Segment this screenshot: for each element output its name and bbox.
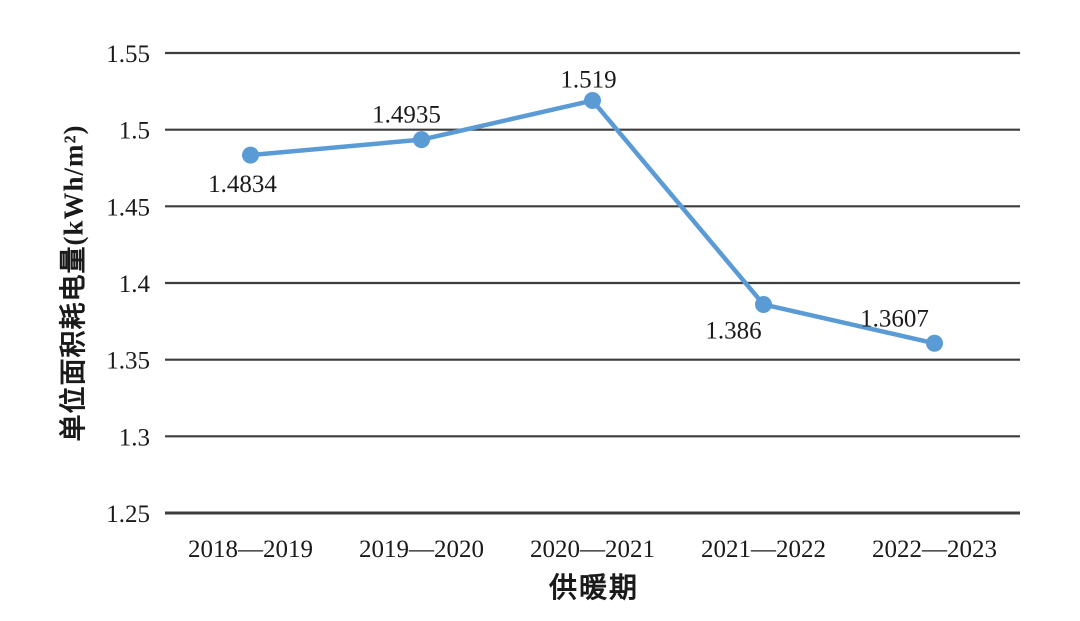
x-tick-label: 2018—2019 xyxy=(188,536,313,563)
data-point-label: 1.4935 xyxy=(372,102,441,129)
x-tick-label: 2022—2023 xyxy=(872,536,997,563)
data-point-marker xyxy=(926,334,943,352)
data-point-marker xyxy=(755,295,772,313)
data-point-label: 1.386 xyxy=(705,317,761,344)
data-point-marker xyxy=(413,131,430,149)
data-point-marker xyxy=(584,92,601,110)
data-point-label: 1.4834 xyxy=(208,171,277,198)
y-axis-title: 单位面积耗电量(kWh/m²) xyxy=(58,124,89,442)
y-tick-label: 1.45 xyxy=(106,194,150,221)
y-tick-label: 1.3 xyxy=(119,424,150,451)
y-tick-label: 1.55 xyxy=(106,41,150,68)
x-tick-label: 2020—2021 xyxy=(530,536,655,563)
y-tick-label: 1.5 xyxy=(119,118,150,145)
series-line xyxy=(248,98,937,346)
y-tick-label: 1.4 xyxy=(119,271,151,298)
data-point-marker xyxy=(242,146,259,164)
x-tick-label: 2019—2020 xyxy=(359,536,484,563)
x-tick-label: 2021—2022 xyxy=(701,536,826,563)
data-point-label: 1.519 xyxy=(560,67,616,94)
x-axis-title: 供暖期 xyxy=(548,573,640,604)
y-tick-label: 1.35 xyxy=(106,348,150,375)
y-tick-label: 1.25 xyxy=(106,501,150,528)
data-point-label: 1.3607 xyxy=(860,305,929,332)
